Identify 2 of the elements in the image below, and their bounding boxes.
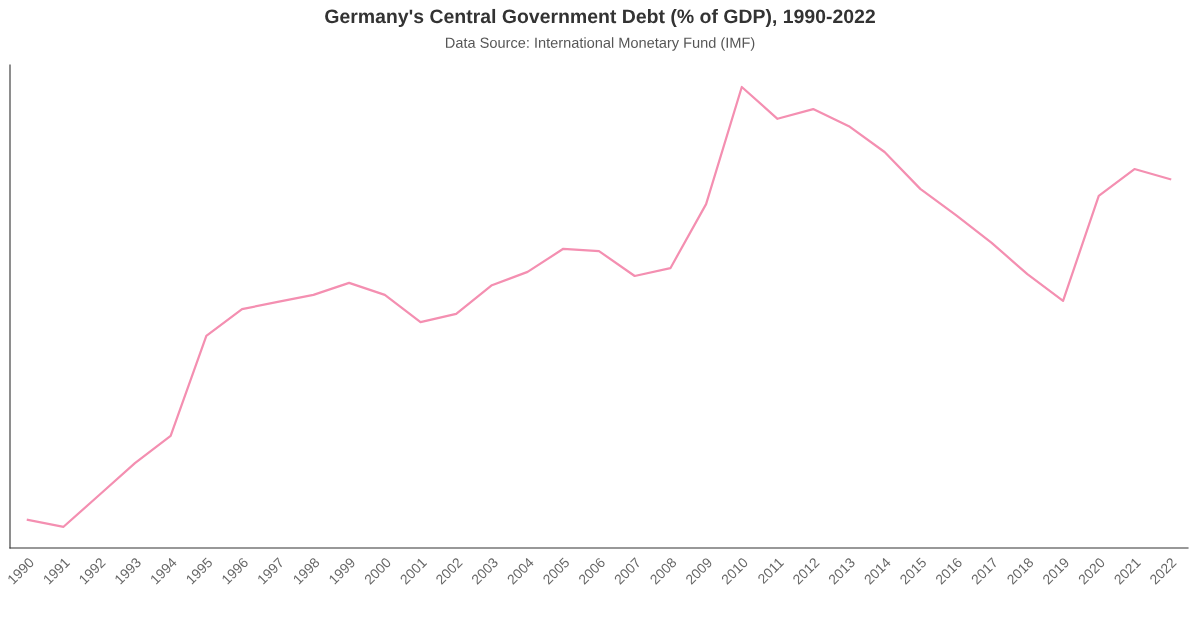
chart-subtitle: Data Source: International Monetary Fund (IMF) — [445, 37, 755, 51]
chart-title: Germany's Central Government Debt (% of GDP), 1990-2022 — [325, 8, 875, 28]
